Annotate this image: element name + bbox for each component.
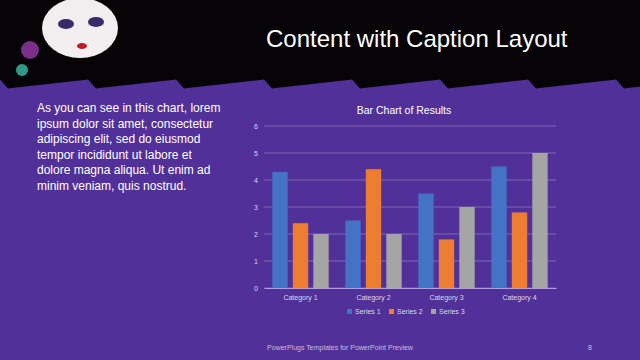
bar [532, 153, 547, 288]
caption-line: As you can see in this chart, lorem [37, 101, 220, 115]
legend: Series 1 Series 2 Series 3 [347, 308, 465, 315]
y-tick: 4 [254, 177, 264, 184]
mask-eye [88, 17, 104, 27]
y-tick: 5 [254, 150, 264, 157]
y-tick: 1 [254, 258, 264, 265]
bar [439, 239, 454, 288]
x-tick: Category 4 [502, 288, 536, 302]
grid [264, 126, 556, 288]
grid-line [264, 207, 556, 208]
y-tick-label: 0 [254, 285, 258, 292]
bar [313, 234, 328, 288]
caption-line: minim veniam, quis nostrud. [37, 179, 186, 193]
mask-image [16, 0, 118, 76]
bar [512, 212, 527, 288]
y-tick-label: 3 [254, 204, 258, 211]
y-tick-label: 1 [254, 258, 258, 265]
bar [345, 221, 360, 289]
bar [272, 172, 287, 288]
x-tick-label: Category 4 [502, 294, 536, 302]
grid-line [264, 180, 556, 181]
x-axis: Category 1 Category 2 Category 3 Category 4 [265, 288, 557, 302]
bar [459, 207, 474, 288]
legend-swatch [389, 309, 394, 314]
x-axis-line [265, 288, 557, 289]
y-tick: 6 [254, 123, 264, 130]
y-tick-label: 5 [254, 150, 258, 157]
legend-swatch [347, 309, 352, 314]
y-tick-label: 2 [254, 231, 258, 238]
bar [418, 194, 433, 289]
grid-line [264, 126, 556, 127]
legend-label: Series 2 [397, 308, 423, 315]
y-axis: 0 1 2 3 4 5 6 [254, 123, 264, 292]
x-tick: Category 2 [356, 288, 390, 302]
mask-eye [58, 19, 74, 29]
bar [366, 169, 381, 288]
grid-line [264, 153, 556, 154]
x-tick: Category 3 [429, 288, 463, 302]
bar [386, 234, 401, 288]
bars [272, 153, 547, 288]
mask-lips [77, 43, 87, 49]
caption-line: ipsum dolor sit amet, consectetur [37, 117, 213, 131]
chart-title: Bar Chart of Results [357, 104, 452, 116]
mask-face [42, 0, 118, 58]
y-axis-line [264, 127, 265, 289]
x-tick-label: Category 3 [429, 294, 463, 302]
caption: As you can see in this chart, lorem ipsum… [37, 101, 220, 193]
x-tick-label: Category 1 [283, 294, 317, 302]
y-tick: 0 [254, 285, 264, 292]
caption-line: adipiscing elit, sed do eiusmod [37, 132, 200, 146]
legend-label: Series 1 [355, 308, 381, 315]
bar [293, 223, 308, 288]
bar [491, 167, 506, 289]
caption-line: tempor incididunt ut labore et [37, 148, 192, 162]
legend-label: Series 3 [439, 308, 465, 315]
y-tick: 2 [254, 231, 264, 238]
y-tick: 3 [254, 204, 264, 211]
x-tick: Category 1 [283, 288, 317, 302]
footer: PowerPlugs Templates for PowerPoint Prev… [267, 344, 414, 352]
caption-line: dolore magna aliqua. Ut enim ad [37, 163, 210, 177]
y-tick-label: 6 [254, 123, 258, 130]
mask-ornament [16, 64, 28, 76]
chart: Bar Chart of Results0123456Category 1Cat… [254, 104, 556, 315]
slide: Content with Caption Layout As you can se… [0, 0, 640, 360]
legend-swatch [431, 309, 436, 314]
x-tick-label: Category 2 [356, 294, 390, 302]
y-tick-label: 4 [254, 177, 258, 184]
page-number: 8 [588, 344, 592, 351]
slide-title: Content with Caption Layout [266, 25, 568, 52]
mask-ornament [21, 41, 39, 59]
